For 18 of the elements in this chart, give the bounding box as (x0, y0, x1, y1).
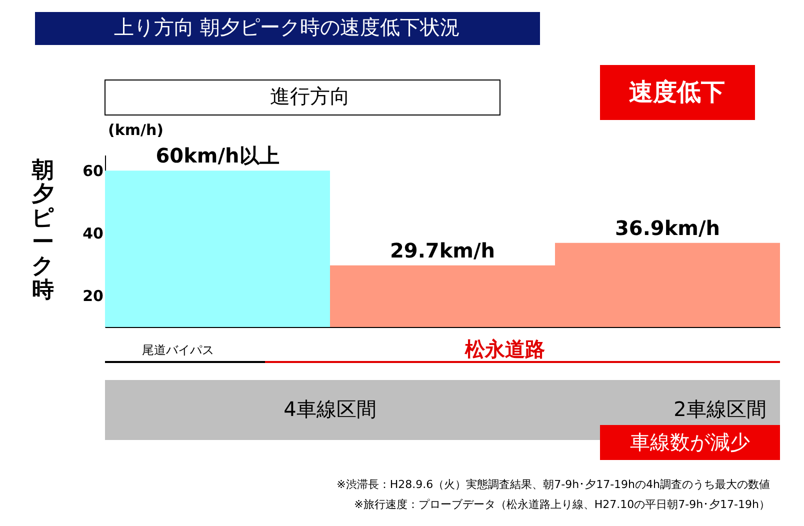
text: (km/h) (108, 121, 164, 139)
data-label: 60km/h以上 (156, 144, 280, 168)
text: 速度低下 (629, 78, 725, 106)
text: 松永道路 (464, 337, 545, 361)
data-label: 29.7km/h (390, 238, 496, 262)
text: 4車線区間 (284, 397, 376, 421)
y-tick-label: 40 (82, 224, 104, 243)
text: ※渋滞長：H28.9.6（火）実態調査結果、朝7-9h･夕17-19hの4h調査のうち最大の数値 (336, 478, 770, 491)
text: 尾道バイパス (142, 343, 214, 357)
y-axis-title: 朝夕ピーク時 (31, 158, 54, 303)
data-label: 36.9km/h (614, 216, 720, 240)
y-tick-label: 20 (82, 287, 104, 306)
text: 2車線区間 (674, 397, 766, 421)
text: ※旅行速度：プローブデータ（松永道路上り線、H27.10の平日朝7-9h･夕17-19h） (354, 498, 770, 511)
text: 進行方向 (270, 84, 350, 108)
text: 車線数が減少 (630, 430, 750, 454)
y-tick-label: 60 (82, 162, 104, 180)
chart-title: 上り方向 朝夕ピーク時の速度低下状況 (114, 15, 460, 39)
